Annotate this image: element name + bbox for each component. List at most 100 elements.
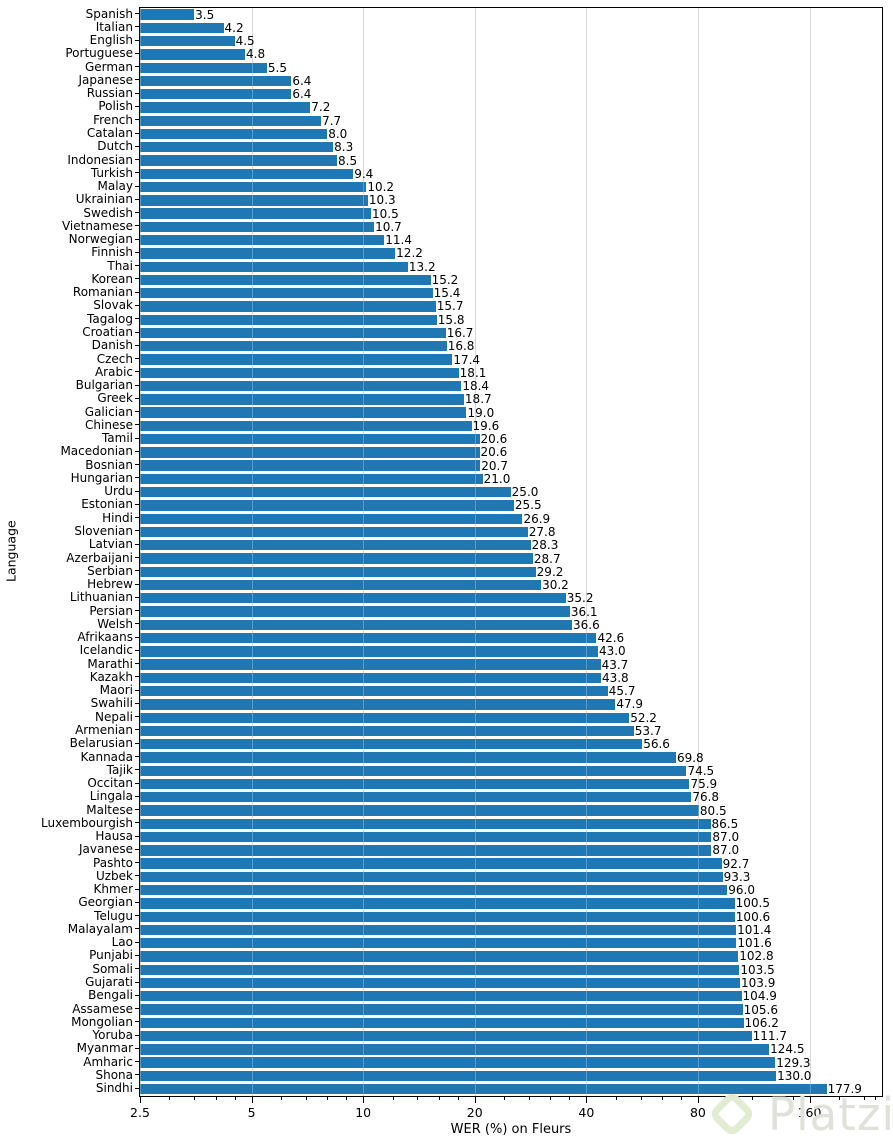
bar-row: 100.6: [140, 910, 882, 923]
y-tick-label: Indonesian: [67, 152, 133, 167]
bar-row: 9.4: [140, 167, 882, 180]
bar-row: 25.0: [140, 486, 882, 499]
bar: [140, 593, 566, 604]
y-tick-mark: [135, 498, 139, 511]
bars-container: 3.5 4.2 4.5 4.8 5.5 6.4 6.4 7.2 7.7 8.0 8.3 8.5 9.4 1…: [140, 8, 882, 1096]
x-tick-label: 20: [466, 1105, 483, 1120]
y-tick-mark: [135, 34, 139, 47]
y-tick-mark: [135, 883, 139, 896]
y-tick-mark: [135, 233, 139, 246]
bar-value-label: 28.7: [533, 551, 561, 566]
bar-row: 130.0: [140, 1069, 882, 1082]
y-tick-mark: [135, 564, 139, 577]
y-tick-label: Turkish: [90, 165, 133, 180]
bar: [140, 142, 334, 153]
y-tick-mark: [135, 630, 139, 643]
bar-value-label: 96.0: [728, 883, 755, 898]
bar: [140, 248, 396, 259]
y-tick-mark: [135, 179, 139, 192]
y-tick-mark: [135, 737, 139, 750]
y-tick-mark: [135, 73, 139, 86]
bar: [140, 341, 447, 352]
y-tick-mark: [135, 47, 139, 60]
y-tick-mark: [135, 60, 139, 73]
bar-value-label: 20.6: [480, 445, 508, 460]
y-tick-label: Sindhi: [95, 1081, 133, 1096]
bar-value-label: 7.7: [322, 113, 342, 128]
bar-row: 52.2: [140, 711, 882, 724]
bar-row: 16.7: [140, 326, 882, 339]
y-tick-mark: [135, 485, 139, 498]
bar: [140, 102, 311, 113]
bar-row: 28.3: [140, 539, 882, 552]
bar-row: 35.2: [140, 592, 882, 605]
bar-value-label: 15.8: [437, 312, 465, 327]
gridline-overlay: [586, 8, 588, 1096]
y-tick-label: Slovak: [93, 298, 133, 313]
gridline: [809, 8, 811, 1096]
y-tick-mark: [135, 352, 139, 365]
bar-value-label: 100.5: [735, 896, 770, 911]
bar-row: 42.6: [140, 631, 882, 644]
bar: [140, 884, 728, 896]
bar-value-label: 6.4: [292, 73, 312, 88]
x-ticks: 2.5 5 10 20 40 80 160: [130, 1097, 882, 1125]
y-tick-label: Azerbaijani: [66, 550, 133, 565]
y-tick-label: Assamese: [72, 1001, 133, 1016]
bar: [140, 831, 712, 843]
bar: [140, 22, 224, 34]
bar: [140, 513, 523, 524]
bar-row: 8.5: [140, 154, 882, 167]
y-tick-mark: [135, 219, 139, 232]
bar-value-label: 87.0: [712, 843, 740, 858]
y-tick-mark: [135, 405, 139, 418]
y-tick-mark: [135, 1082, 139, 1095]
x-minor-tick: [457, 1097, 459, 1100]
y-tick-label: Dutch: [97, 139, 133, 154]
x-minor-tick: [662, 1097, 663, 1100]
gridline: [697, 8, 699, 1096]
y-tick-label: Catalan: [86, 126, 133, 141]
bar: [140, 964, 740, 975]
x-minor-tick: [874, 1097, 876, 1100]
bar: [140, 9, 195, 20]
y-tick-label: Thai: [107, 258, 133, 273]
x-minor-tick: [569, 1097, 571, 1100]
bar-row: 106.2: [140, 1016, 882, 1029]
y-tick-label: Myanmar: [76, 1041, 133, 1056]
bar-row: 36.6: [140, 618, 882, 631]
y-tick-label: Czech: [96, 351, 133, 366]
y-tick-mark: [135, 790, 139, 803]
y-tick-mark: [135, 657, 139, 670]
y-tick-mark: [135, 975, 139, 988]
bar-row: 25.5: [140, 499, 882, 512]
bar-value-label: 27.8: [528, 524, 556, 539]
gridline-overlay: [140, 8, 141, 1096]
bar-row: 20.7: [140, 459, 882, 472]
bar: [140, 778, 690, 790]
y-tick-label: Romanian: [72, 285, 133, 300]
y-tick-label: Hausa: [95, 829, 133, 844]
x-minor-tick: [773, 1097, 775, 1100]
bar-row: 17.4: [140, 353, 882, 366]
bar-value-label: 10.5: [372, 206, 399, 221]
y-tick-label: Slovenian: [74, 523, 133, 538]
y-tick-mark: [135, 617, 139, 630]
bar: [140, 380, 462, 392]
y-tick-mark: [135, 471, 139, 484]
y-tick-label: Bengali: [88, 988, 133, 1003]
y-tick-label: Icelandic: [79, 643, 133, 658]
bar-row: 19.0: [140, 406, 882, 419]
bar: [140, 407, 467, 418]
bar-row: 45.7: [140, 685, 882, 698]
bar-row: 6.4: [140, 74, 882, 87]
bar-row: 111.7: [140, 1029, 882, 1042]
y-tick-label: Luxembourgish: [41, 815, 133, 830]
y-tick-label: Finnish: [91, 245, 133, 260]
x-minor-tick: [417, 1097, 419, 1100]
y-tick-mark: [135, 1042, 139, 1055]
x-major-tick: [697, 1097, 699, 1103]
bar: [140, 951, 739, 962]
bar-row: 15.8: [140, 313, 882, 326]
y-tick-label: Maori: [99, 683, 133, 698]
